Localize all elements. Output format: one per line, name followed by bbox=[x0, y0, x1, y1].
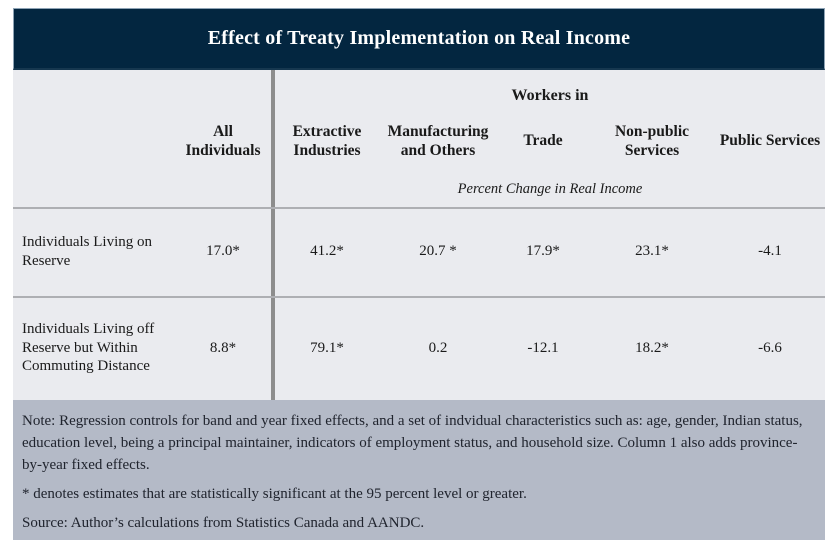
column-header-non-public-services: Non-public Services bbox=[614, 122, 690, 159]
row-label-off-reserve: Individuals Living off Reserve but Withi… bbox=[22, 320, 155, 375]
row-label-on-reserve: Individuals Living on Reserve bbox=[22, 233, 152, 269]
column-header-extractive-industries: Extractive Industries bbox=[292, 122, 362, 159]
units-subheader: Percent Change in Real Income bbox=[457, 181, 643, 197]
column-header-manufacturing-and-others: Manufacturing and Others bbox=[387, 122, 489, 159]
value-on-reserve-public: -4.1 bbox=[758, 243, 782, 260]
group-header-workers-in: Workers in bbox=[511, 87, 589, 104]
table-figure: Effect of Treaty Implementation on Real … bbox=[13, 8, 825, 540]
value-on-reserve-all-individuals: 17.0* bbox=[206, 243, 240, 260]
value-off-reserve-all-individuals: 8.8* bbox=[209, 339, 237, 356]
row-separator-top bbox=[13, 207, 825, 209]
value-on-reserve-non-public: 23.1* bbox=[635, 243, 669, 260]
table-grid: Workers in All Individuals Extractive In… bbox=[13, 70, 825, 400]
title-bar: Effect of Treaty Implementation on Real … bbox=[13, 8, 825, 70]
vertical-divider bbox=[271, 70, 275, 400]
regression-note: Note: Regression controls for band and y… bbox=[22, 413, 803, 473]
source-note: Source: Author’s calculations from Stati… bbox=[22, 515, 425, 531]
column-header-all-individuals: All Individuals bbox=[185, 122, 261, 159]
notes-panel: Note: Regression controls for band and y… bbox=[13, 400, 825, 540]
table-title: Effect of Treaty Implementation on Real … bbox=[207, 27, 631, 49]
value-off-reserve-public: -6.6 bbox=[758, 339, 782, 356]
value-on-reserve-extractive: 41.2* bbox=[310, 243, 344, 260]
value-on-reserve-manufacturing: 20.7 * bbox=[419, 243, 457, 260]
column-header-trade: Trade bbox=[523, 132, 563, 150]
row-separator-middle bbox=[13, 296, 825, 298]
value-on-reserve-trade: 17.9* bbox=[526, 243, 560, 260]
value-off-reserve-manufacturing: 0.2 bbox=[428, 339, 448, 356]
value-off-reserve-trade: -12.1 bbox=[527, 339, 559, 356]
value-off-reserve-non-public: 18.2* bbox=[635, 339, 669, 356]
table-area: Workers in All Individuals Extractive In… bbox=[13, 70, 825, 400]
value-off-reserve-extractive: 79.1* bbox=[310, 339, 344, 356]
column-header-public-services: Public Services bbox=[719, 132, 821, 150]
significance-note: * denotes estimates that are statistical… bbox=[22, 486, 527, 502]
